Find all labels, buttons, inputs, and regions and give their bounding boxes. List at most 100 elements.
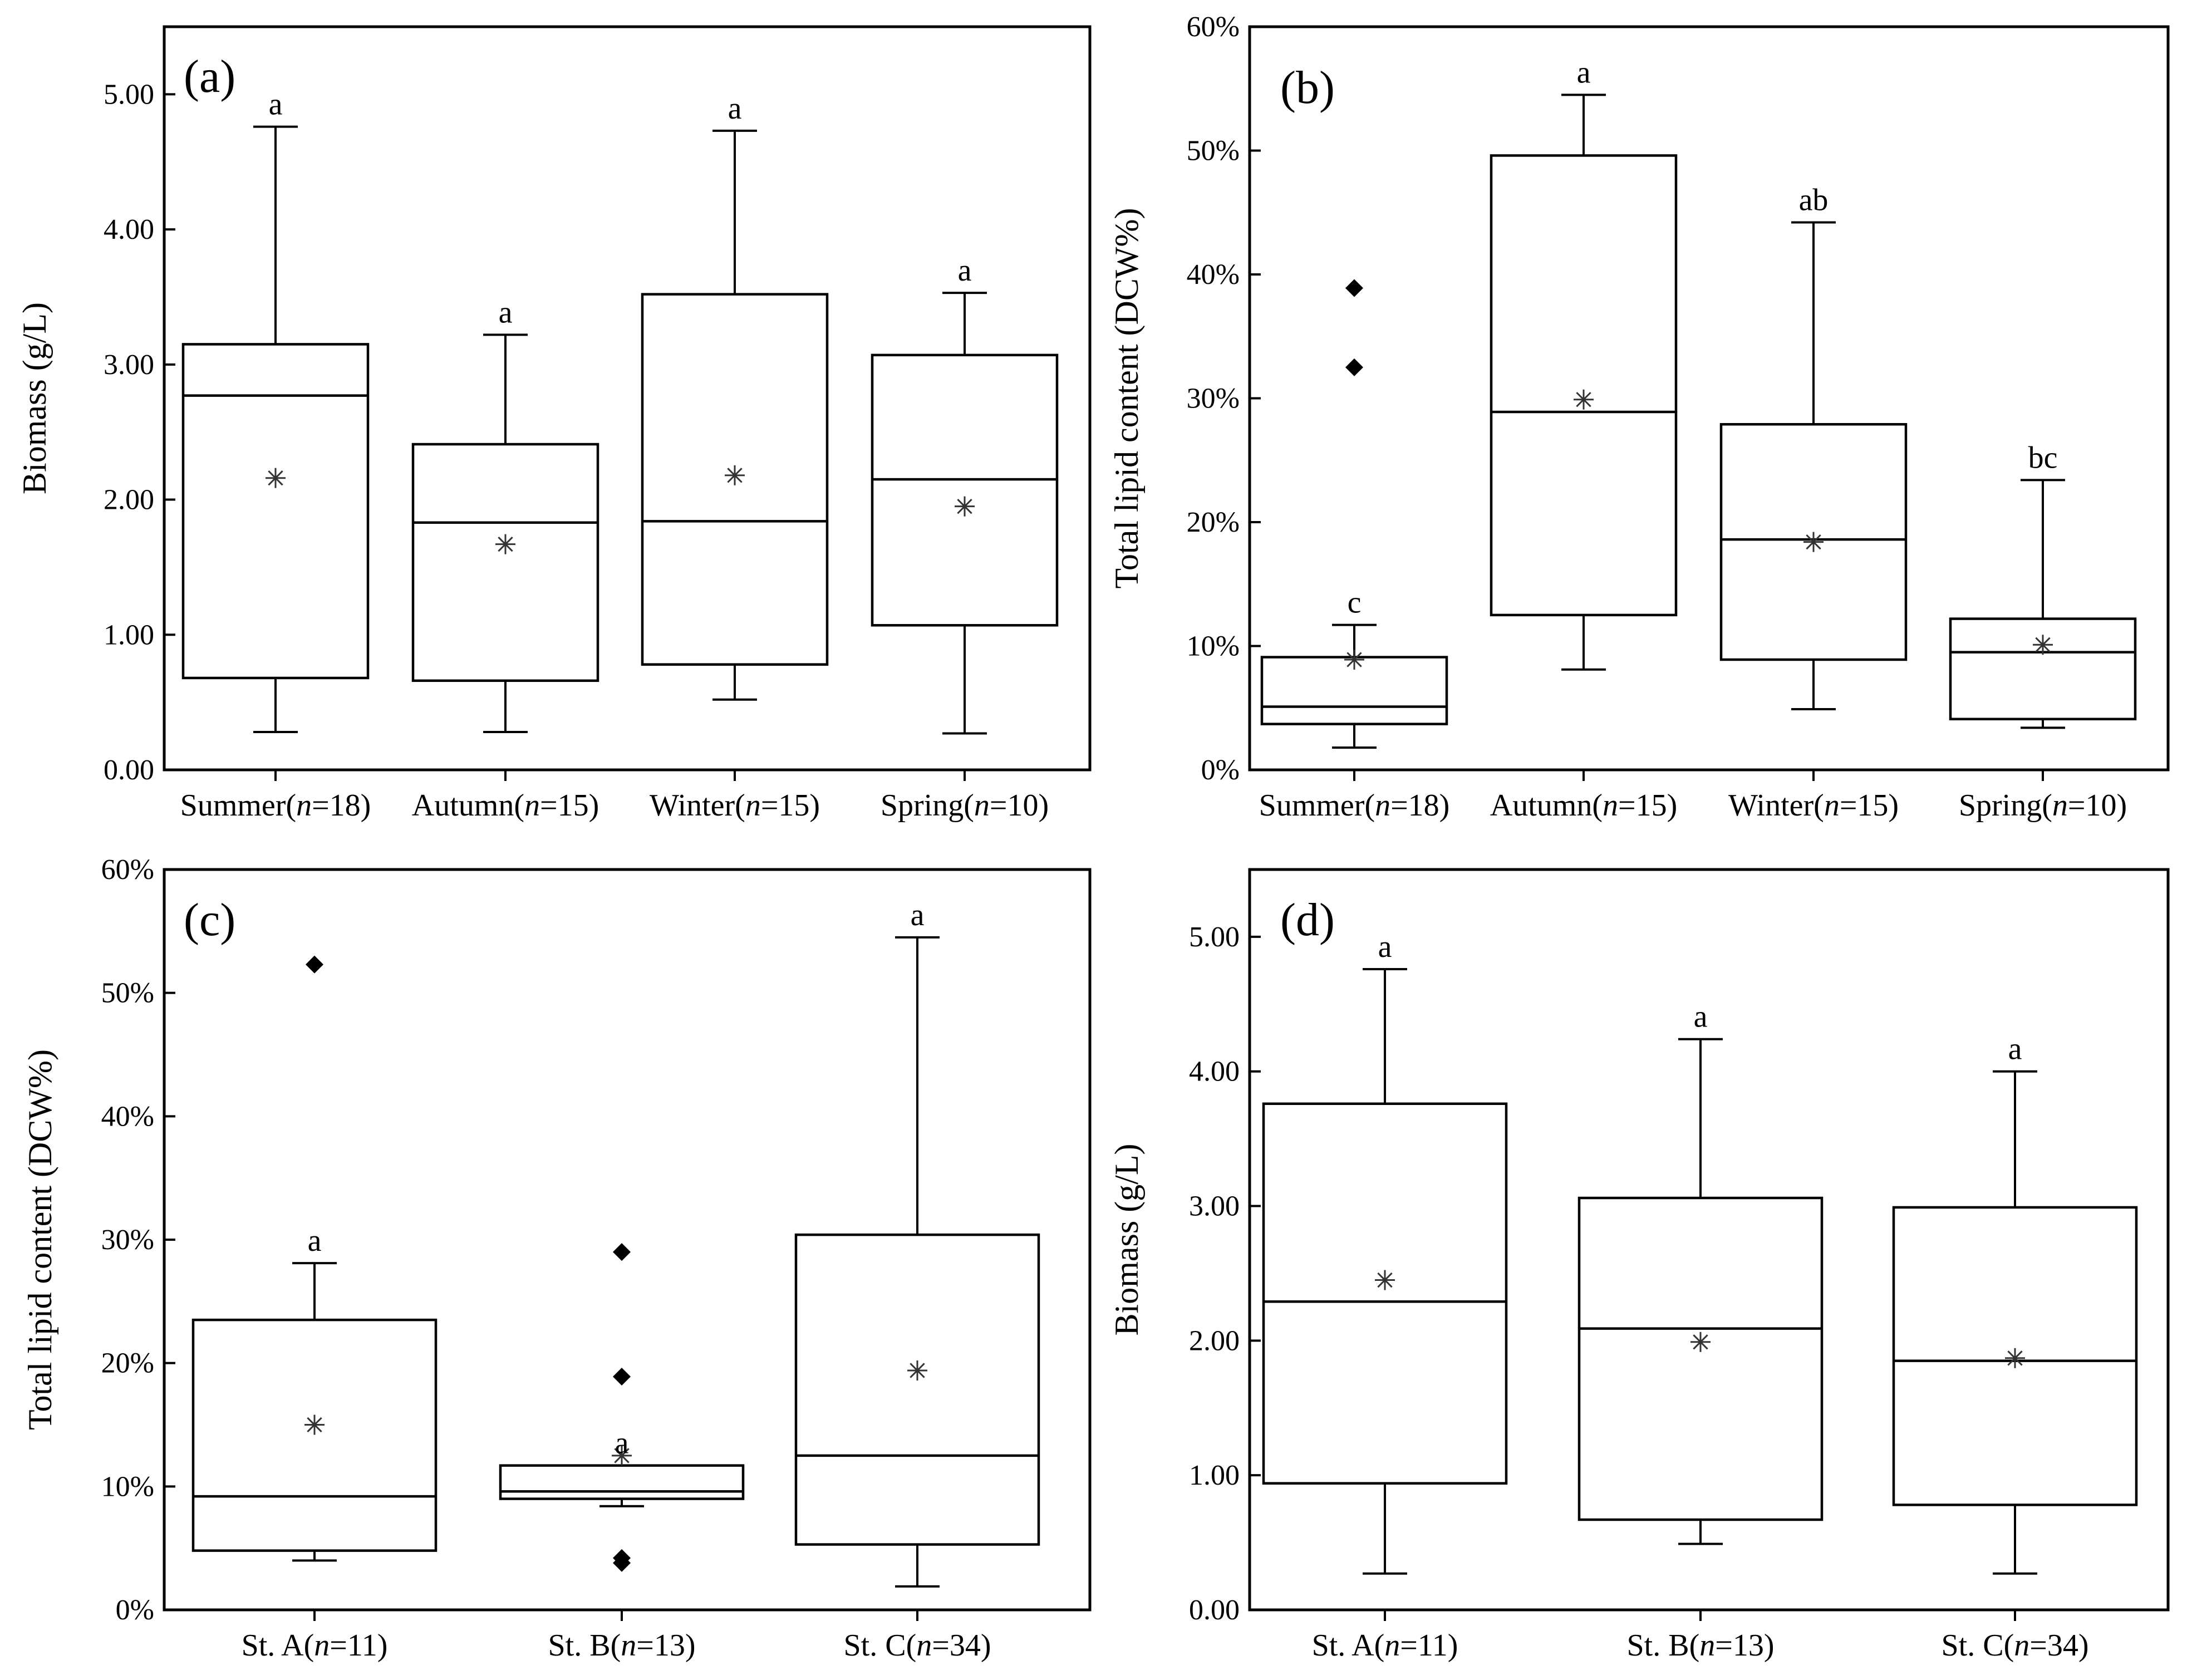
- y-tick-label: 0%: [1201, 754, 1240, 786]
- category-count: =10): [990, 788, 1049, 823]
- significance-letter: c: [1348, 586, 1362, 620]
- y-tick-label: 1.00: [1189, 1460, 1240, 1491]
- category-n: n: [2014, 1628, 2029, 1663]
- category-count: =10): [2068, 788, 2127, 823]
- chart-panel-a: 0.00 1.00 2.00 3.00 4.00 5.00 Biomass (g/L) (a)…: [16, 25, 1092, 823]
- category-count: =15): [761, 788, 820, 823]
- box-iqr: [411, 443, 599, 682]
- x-category-label: Winter(n=15): [1728, 788, 1899, 823]
- x-category-label: St. A(n=11): [242, 1628, 388, 1663]
- significance-letter: a: [1577, 55, 1591, 90]
- box-iqr: [641, 293, 829, 666]
- box-3: a: [641, 91, 829, 701]
- category-name: St. A(: [1312, 1628, 1385, 1663]
- y-tick-label: 20%: [101, 1348, 154, 1379]
- category-n: n: [916, 1628, 932, 1663]
- significance-letter: a: [911, 898, 925, 932]
- box-1: a: [181, 87, 370, 734]
- category-count: =11): [330, 1628, 387, 1663]
- significance-letter: a: [269, 87, 283, 122]
- category-n: n: [745, 788, 761, 823]
- category-count: =18): [1390, 788, 1449, 823]
- y-tick-label: 30%: [101, 1224, 154, 1256]
- significance-letter: a: [615, 1426, 629, 1461]
- category-name: Summer(: [180, 788, 296, 823]
- x-category-label: Summer(n=18): [1259, 788, 1450, 823]
- y-tick-label: 4.00: [1189, 1056, 1240, 1088]
- significance-letter: a: [308, 1224, 322, 1258]
- mean-marker: [2033, 635, 2053, 655]
- category-name: Spring(: [881, 788, 974, 823]
- significance-letter: a: [1378, 930, 1392, 964]
- category-n: n: [296, 788, 312, 823]
- panel-label: (a): [184, 51, 235, 102]
- x-category-label: St. B(n=13): [1627, 1628, 1775, 1663]
- category-n: n: [2052, 788, 2068, 823]
- box-iqr: [1577, 1196, 1824, 1521]
- category-n: n: [1699, 1628, 1715, 1663]
- category-count: =15): [540, 788, 599, 823]
- y-tick-label: 2.00: [1189, 1325, 1240, 1357]
- box-iqr: [1490, 154, 1678, 617]
- y-axis-title: Biomass (g/L): [1108, 1144, 1145, 1336]
- category-name: Winter(: [1728, 788, 1824, 823]
- y-tick-label: 3.00: [1189, 1191, 1240, 1222]
- y-tick-label: 10%: [101, 1471, 154, 1502]
- box-iqr: [499, 1464, 745, 1500]
- box-2: a: [1490, 55, 1678, 671]
- significance-letter: bc: [2028, 440, 2058, 475]
- significance-letter: a: [728, 91, 742, 126]
- y-tick-label: 5.00: [104, 78, 154, 110]
- category-n: n: [1603, 788, 1618, 823]
- category-name: Summer(: [1259, 788, 1375, 823]
- significance-letter: ab: [1799, 183, 1829, 218]
- category-name: Winter(: [650, 788, 745, 823]
- y-tick-label: 10%: [1187, 631, 1240, 662]
- box-3: a: [794, 898, 1040, 1588]
- significance-letter: a: [2008, 1032, 2022, 1067]
- box-iqr: [1892, 1206, 2138, 1506]
- category-count: =18): [312, 788, 371, 823]
- box-4: a: [871, 253, 1059, 735]
- box-iqr: [1262, 1102, 1508, 1485]
- mean-marker: [1803, 532, 1824, 552]
- mean-marker: [725, 465, 745, 485]
- x-category-label: Summer(n=18): [180, 788, 371, 823]
- category-name: St. B(: [548, 1628, 621, 1663]
- y-tick-label: 0.00: [1189, 1594, 1240, 1626]
- category-n: n: [974, 788, 990, 823]
- y-axis-title: Total lipid content (DCW%): [22, 1049, 58, 1430]
- outlier-point: [1345, 358, 1363, 376]
- outlier-point: [1345, 279, 1363, 297]
- category-name: St. C(: [844, 1628, 917, 1663]
- category-n: n: [1375, 788, 1390, 823]
- category-name: St. B(: [1627, 1628, 1700, 1663]
- y-tick-label: 40%: [101, 1101, 154, 1132]
- y-tick-label: 4.00: [104, 214, 154, 245]
- category-count: =11): [1400, 1628, 1458, 1663]
- y-tick-label: 50%: [101, 977, 154, 1009]
- significance-letter: a: [1694, 1000, 1708, 1034]
- mean-marker: [612, 1445, 632, 1466]
- box-iqr: [871, 353, 1059, 627]
- y-tick-label: 3.00: [104, 349, 154, 381]
- y-tick-label: 0%: [116, 1594, 154, 1626]
- category-count: =15): [1840, 788, 1899, 823]
- category-n: n: [524, 788, 540, 823]
- box-1: c: [1260, 279, 1448, 749]
- y-axis-title: Biomass (g/L): [16, 302, 53, 494]
- category-name: Autumn(: [1490, 788, 1603, 823]
- chart-panel-c: 0% 10% 20% 30% 40% 50% 60% Total lipid content …: [22, 854, 1092, 1663]
- y-tick-label: 50%: [1187, 135, 1240, 167]
- category-name: St. A(: [242, 1628, 314, 1663]
- panel-label: (c): [184, 894, 235, 946]
- category-count: =15): [1618, 788, 1677, 823]
- category-n: n: [621, 1628, 636, 1663]
- mean-marker: [955, 496, 975, 517]
- y-tick-label: 20%: [1187, 507, 1240, 538]
- x-category-label: Autumn(n=15): [412, 788, 599, 823]
- x-category-label: Spring(n=10): [881, 788, 1049, 823]
- box-iqr: [181, 343, 370, 680]
- mean-marker: [1375, 1270, 1395, 1290]
